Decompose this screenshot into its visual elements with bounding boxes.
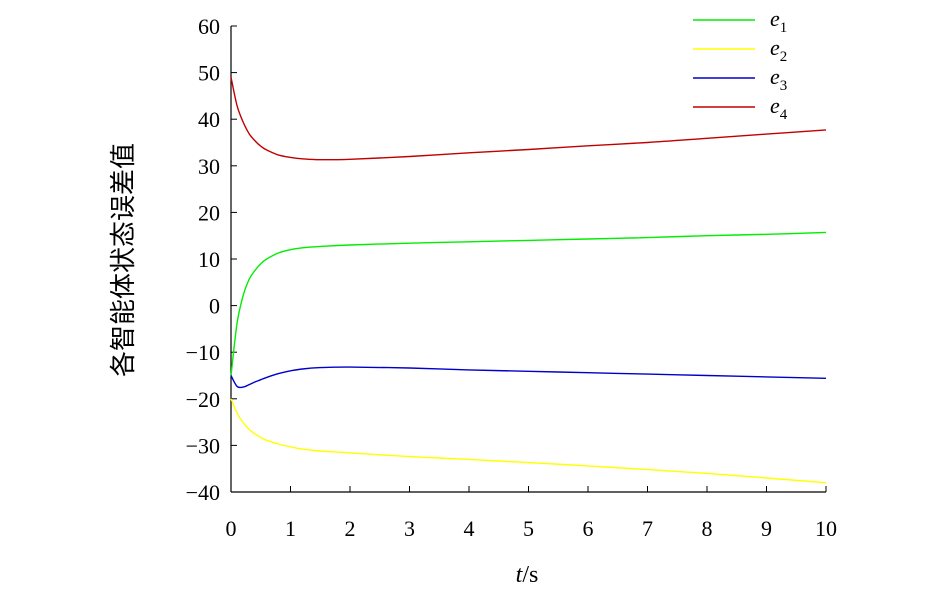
x-axis-variable: t [516, 562, 524, 588]
y-tick-label: −30 [186, 433, 220, 458]
series-line-e1 [230, 231, 827, 376]
x-tick-label: 0 [226, 516, 237, 541]
x-tick-label: 2 [345, 516, 356, 541]
legend-label-e4: e4 [770, 93, 788, 123]
legend-label-e3: e3 [770, 64, 787, 94]
y-tick-label: 60 [198, 14, 220, 39]
x-tick-label: 6 [583, 516, 594, 541]
legend-label-e2: e2 [770, 35, 787, 65]
x-axis-unit: /s [522, 562, 538, 588]
legend-subscript: 1 [780, 20, 788, 36]
x-tick-label: 3 [404, 516, 415, 541]
y-tick-label: 10 [198, 247, 220, 272]
x-tick-label: 10 [815, 516, 837, 541]
x-axis-title: t/s [516, 562, 539, 588]
legend-subscript: 4 [780, 107, 788, 123]
x-tick-label: 1 [285, 516, 296, 541]
y-tick-label: 20 [198, 200, 220, 225]
legend-symbol: e [770, 64, 780, 89]
legend-symbol: e [770, 6, 780, 31]
y-tick-label: −10 [186, 340, 220, 365]
y-tick-label: 40 [198, 107, 220, 132]
legend-subscript: 3 [780, 78, 788, 94]
series-line-e3 [230, 366, 827, 389]
x-tick-label: 8 [702, 516, 713, 541]
legend-subscript: 2 [780, 49, 788, 65]
y-axis-title: 各智能体状态误差值 [109, 143, 139, 377]
y-tick-label: 30 [198, 154, 220, 179]
legend-label-e1: e1 [770, 6, 787, 36]
y-tick-label: 0 [209, 294, 220, 319]
plot-axes [230, 26, 826, 493]
legend-symbol: e [770, 35, 780, 60]
x-tick-label: 9 [761, 516, 772, 541]
series-line-e4 [230, 77, 827, 161]
x-tick-label: 4 [464, 516, 475, 541]
y-tick-label: −40 [186, 480, 220, 505]
y-tick-label: 50 [198, 61, 220, 86]
series-line-e2 [230, 398, 827, 484]
series-lines [230, 77, 827, 484]
legend-symbol: e [770, 93, 780, 118]
x-tick-label: 7 [642, 516, 653, 541]
x-tick-label: 5 [523, 516, 534, 541]
y-tick-label: −20 [186, 387, 220, 412]
